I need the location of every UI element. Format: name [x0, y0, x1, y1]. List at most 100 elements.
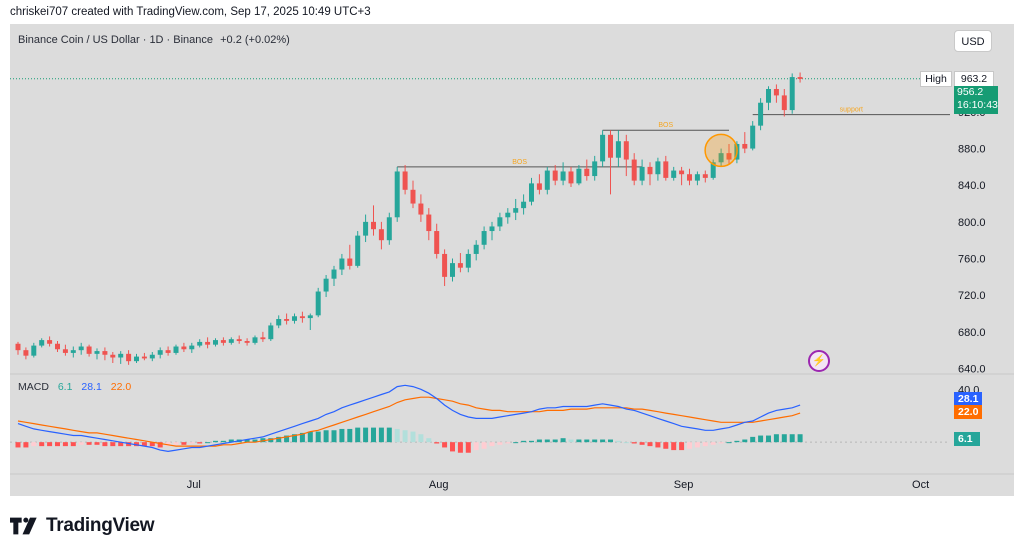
candle-body [86, 346, 92, 354]
candle-body [521, 201, 527, 209]
macd-histogram-bar [102, 442, 108, 447]
macd-histogram-bar [284, 435, 290, 443]
candle-body [576, 168, 582, 184]
macd-histogram-bar [86, 442, 92, 445]
macd-histogram-bar [252, 439, 258, 443]
macd-histogram-bar [213, 440, 218, 443]
candle-body [15, 343, 21, 351]
macd-histogram-bar [536, 439, 542, 443]
footer-branding: TradingView [10, 514, 155, 538]
macd-histogram-bar [797, 434, 803, 443]
candle-body [426, 214, 432, 232]
candle-body [418, 203, 424, 215]
candle-body [236, 339, 242, 342]
lightning-bolt-icon[interactable]: ⚡ [808, 350, 830, 372]
candle-body [378, 229, 384, 241]
macd-histogram-bar [205, 442, 211, 444]
candle-body [773, 88, 779, 96]
macd-histogram-bar [560, 438, 566, 443]
candle-body [584, 168, 590, 177]
macd-histogram-bar [126, 442, 132, 447]
candle-body [181, 346, 187, 350]
candle-body [592, 161, 598, 177]
macd-histogram-bar [758, 435, 764, 443]
macd-histogram-bar [663, 442, 669, 449]
high-label: High [920, 71, 952, 87]
candle-body [149, 354, 155, 359]
candle-body [220, 340, 226, 343]
candle-body [781, 95, 787, 111]
candle-body [457, 263, 463, 268]
time-axis-tick: Oct [912, 479, 929, 491]
macd-histogram-bar [292, 434, 297, 443]
chart-panel[interactable]: 640.0680.0720.0760.0800.0840.0880.0920.0… [10, 24, 1014, 496]
macd-histogram-bar [497, 442, 503, 445]
candle-body [600, 134, 606, 162]
macd-histogram-bar [600, 439, 606, 443]
macd-histogram-bar [426, 438, 432, 443]
candle-body [671, 170, 677, 178]
attribution-header: chriskei707 created with TradingView.com… [10, 6, 371, 18]
macd-histogram-bar [702, 442, 708, 447]
macd-histogram-bar [141, 442, 147, 447]
candle-body [339, 258, 345, 270]
candle-body [529, 183, 534, 202]
candle-body [442, 253, 448, 277]
macd-histogram-bar [568, 439, 574, 443]
candle-body [544, 170, 550, 190]
macd-histogram-bar [315, 431, 321, 443]
candle-body [118, 353, 124, 358]
symbol-title[interactable]: Binance Coin / US Dollar · 1D · Binance [18, 34, 214, 46]
candle-body [402, 171, 408, 190]
macd-histogram-bar [647, 442, 653, 447]
candle-body [386, 217, 392, 241]
macd-histogram-bar [742, 439, 748, 443]
candle-body [23, 350, 29, 356]
candle-body [94, 351, 100, 354]
macd-histogram-bar [773, 434, 779, 443]
macd-histogram-bar [260, 438, 266, 443]
highlight-circle [704, 133, 738, 168]
price-axis-tick: 680.0 [958, 327, 986, 339]
candle-body [276, 319, 282, 326]
macd-histogram-bar [766, 435, 771, 443]
candle-body [110, 354, 116, 358]
candle-body [434, 231, 440, 254]
macd-histogram-bar [434, 442, 440, 444]
macd-histogram-bar [718, 442, 724, 444]
macd-histogram-bar [623, 442, 629, 444]
macd-histogram-bar [750, 436, 756, 443]
candle-body [355, 235, 361, 266]
candle-body [165, 350, 171, 353]
candle-body [410, 189, 416, 204]
price-axis-tick: 840.0 [958, 180, 986, 192]
macd-histogram-bar [442, 442, 448, 448]
hist-price-tag: 6.1 [954, 432, 980, 446]
tradingview-logo-icon [10, 517, 37, 535]
candle-body [742, 143, 748, 149]
macd-line-value: 28.1 [81, 381, 102, 393]
symbol-legend[interactable]: Binance Coin / US Dollar · 1D · Binance … [18, 34, 290, 46]
macd-legend[interactable]: MACD 6.1 28.1 22.0 [18, 381, 131, 393]
macd-histogram-bar [23, 442, 29, 448]
macd-histogram-bar [378, 427, 384, 443]
candle-body [623, 141, 629, 160]
price-axis-tick: 800.0 [958, 217, 986, 229]
footer-brand: TradingView [46, 515, 155, 536]
candle-body [47, 340, 53, 344]
chart-canvas[interactable]: 640.0680.0720.0760.0800.0840.0880.0920.0… [10, 24, 1014, 496]
macd-histogram-bar [347, 428, 353, 443]
currency-button[interactable]: USD [954, 30, 992, 52]
time-axis-tick: Sep [674, 479, 694, 491]
candle-body [750, 125, 756, 149]
price-axis-tick: 640.0 [958, 364, 986, 376]
macd-histogram-bar [331, 430, 337, 443]
candle-body [331, 269, 337, 279]
macd-histogram-bar [513, 442, 519, 444]
macd-histogram-bar [197, 442, 203, 444]
candle-body [394, 171, 400, 218]
macd-histogram-bar [31, 442, 37, 447]
candle-body [710, 162, 716, 178]
macd-histogram-bar [481, 442, 487, 449]
candle-body [39, 340, 45, 346]
